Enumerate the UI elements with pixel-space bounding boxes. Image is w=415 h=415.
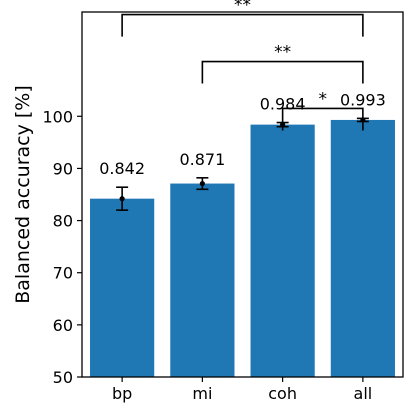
x-tick-label-bp: bp (112, 384, 132, 403)
significance-label-mi-all: ** (274, 43, 291, 63)
bar-bp (90, 198, 155, 377)
x-tick-label-all: all (354, 384, 373, 403)
data-label-all: 0.993 (340, 90, 386, 109)
y-tick-label-60: 60 (53, 316, 73, 335)
significance-label-coh-all: * (319, 89, 328, 109)
significance-label-bp-all: ** (234, 0, 251, 16)
y-tick-label-80: 80 (53, 212, 73, 231)
y-axis-ticks: 50 60 70 80 90 100 (42, 107, 82, 387)
significance-bracket-coh-all (281, 107, 364, 131)
bars-group (90, 119, 395, 377)
x-tick-label-coh: coh (268, 384, 297, 403)
y-tick-label-90: 90 (53, 159, 73, 178)
data-label-bp: 0.842 (99, 159, 145, 178)
bar-mi (170, 183, 235, 377)
x-axis-ticks: bp mi coh all (112, 377, 372, 403)
significance-bracket-bp-all (121, 13, 364, 37)
y-tick-label-100: 100 (42, 107, 73, 126)
bar-all (330, 119, 395, 377)
significance-brackets-group: ***** (121, 0, 364, 131)
mean-point-bp (119, 196, 125, 202)
y-tick-label-50: 50 (53, 368, 73, 387)
data-label-mi: 0.871 (179, 150, 225, 169)
plot-frame (81, 11, 404, 378)
x-tick-label-mi: mi (192, 384, 212, 403)
y-tick-label-70: 70 (53, 264, 73, 283)
y-axis-label: Balanced accuracy [%] (12, 85, 34, 304)
mean-point-mi (199, 180, 205, 187)
bar-coh (250, 124, 315, 377)
significance-bracket-mi-all (201, 60, 364, 84)
